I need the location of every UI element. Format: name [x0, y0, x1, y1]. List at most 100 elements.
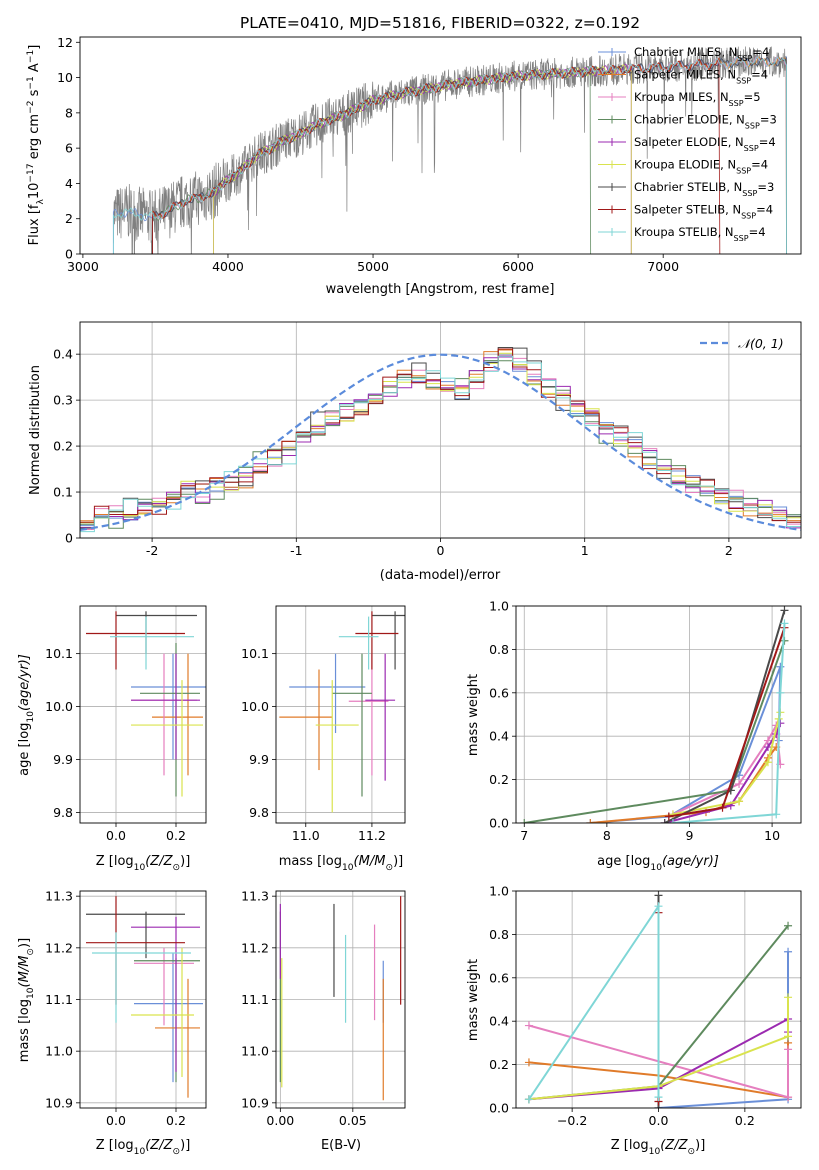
x-tick-label: 0.2: [166, 1113, 186, 1128]
weight-point-marker: [763, 743, 772, 752]
legend-entry-part: Salpeter STELIB, N: [634, 203, 741, 217]
plot-area: [86, 611, 206, 797]
plot-area: [112, 46, 787, 254]
x-axis-label-part: (Z/Z: [660, 1138, 688, 1153]
y-axis-label-part: −1: [26, 76, 36, 89]
weight-point-marker: [776, 662, 785, 671]
y-tick-label: 11.1: [45, 992, 73, 1007]
y-axis-label-part: 10: [27, 183, 42, 200]
x-axis-label: E(B-V): [321, 1138, 361, 1153]
weight-point-marker: [524, 1021, 533, 1030]
x-tick-label: 0.0: [106, 828, 126, 843]
legend-entry: Salpeter STELIB, NSSP=4: [634, 203, 773, 221]
legend-entry-part: SSP: [744, 144, 759, 153]
x-axis-label-part: ⊙: [688, 1147, 696, 1157]
legend-entry-part: SSP: [742, 189, 757, 198]
legend-entry-part: Chabrier ELODIE, N: [634, 113, 745, 127]
y-axis-label-part: s: [27, 89, 42, 100]
weight-series-line: [528, 997, 789, 1101]
x-tick-label: 0.00: [266, 1113, 294, 1128]
x-axis-label-part: ⊙: [173, 863, 181, 873]
weight-series-line: [590, 666, 782, 823]
y-tick-label: 0.4: [53, 347, 73, 362]
x-tick-label: 4000: [212, 259, 244, 274]
model-spectrum-line: [152, 56, 787, 254]
x-tick-label: 3000: [67, 259, 99, 274]
x-axis-label-part: (Z/Z: [145, 1138, 173, 1153]
y-tick-label: 10.0: [241, 699, 269, 714]
legend-entry-part: Chabrier MILES, N: [634, 45, 737, 59]
y-axis-label: mass [log10(M/M⊙)]: [17, 938, 36, 1062]
y-tick-label: 2: [65, 211, 73, 226]
x-tick-label: 11.2: [358, 828, 386, 843]
x-axis-label: age [log10(age/yr)]: [597, 854, 719, 873]
x-axis-label-part: )]: [393, 854, 403, 869]
y-axis-label: Flux [fλ10−17 erg cm−2 s−1 A−1]: [26, 45, 46, 246]
y-axis-label-part: −17: [26, 163, 36, 182]
y-axis-label-part: Flux [f: [27, 204, 42, 245]
legend-entry-part: =5: [744, 90, 761, 104]
y-tick-label: 9.9: [53, 752, 73, 767]
y-axis-label-part: )]: [17, 938, 32, 948]
x-tick-label: 0.05: [339, 1113, 367, 1128]
weight-point-marker: [784, 1093, 793, 1102]
weight-point-marker: [524, 1095, 533, 1104]
legend-entry-part: Salpeter ELODIE, N: [634, 135, 744, 149]
legend-entry-part: =4: [759, 135, 776, 149]
y-tick-label: 10.1: [45, 646, 73, 661]
axes-age_vs_Z: 0.0 0.2 9.8 9.9 10.0 10.1: [45, 605, 207, 843]
y-axis-label-part: λ: [36, 199, 46, 205]
x-axis-label-part: 10: [650, 863, 662, 873]
x-tick-label: 8: [603, 828, 611, 843]
y-axis-label-part: 10: [26, 987, 36, 999]
weight-point-marker: [654, 1093, 663, 1102]
y-tick-label: 11.1: [241, 992, 269, 1007]
y-tick-label: 11.3: [45, 889, 73, 904]
x-axis-label-part: Z [log: [96, 1138, 134, 1153]
legend-entry-part: =4: [751, 158, 768, 172]
x-axis-label-part: 10: [134, 863, 146, 873]
y-tick-label: 0.6: [489, 970, 509, 985]
legend-entry-part: Kroupa MILES, N: [634, 90, 729, 104]
legend-entry: Kroupa MILES, NSSP=5: [634, 90, 761, 108]
legend-entry-part: Chabrier STELIB, N: [634, 180, 742, 194]
y-axis-label-part: −1: [26, 50, 36, 63]
y-axis-label-part: ]: [27, 45, 42, 50]
x-axis-label-part: )]: [695, 1138, 705, 1153]
weight-point-marker: [660, 819, 669, 823]
y-axis-label-part: 10: [26, 711, 36, 723]
weight-point-marker: [784, 1045, 793, 1054]
x-axis-label-part: 10: [342, 863, 354, 873]
legend-entry-part: Salpeter MILES, N: [634, 68, 736, 82]
legend-entry: Chabrier ELODIE, NSSP=3: [634, 113, 777, 131]
x-tick-label: 0.0: [106, 1113, 126, 1128]
weight-point-marker: [735, 797, 744, 806]
legend-entry-part: SSP: [729, 99, 744, 108]
x-tick-label: 0: [437, 543, 445, 558]
y-axis-label-part: mass [log: [17, 999, 32, 1062]
legend-entry-part: SSP: [736, 76, 751, 85]
y-tick-label: 9.9: [249, 752, 269, 767]
y-axis-label-part: −2: [26, 101, 36, 114]
y-tick-label: 9.8: [249, 805, 269, 820]
x-axis-label-part: ⊙: [385, 863, 393, 873]
plot-area: [279, 611, 405, 813]
x-axis-label-part: Z [log: [611, 1138, 649, 1153]
x-tick-label: 0.0: [649, 1113, 669, 1128]
y-axis-label: mass weight: [466, 959, 481, 1041]
y-tick-label: 0.0: [489, 1101, 509, 1116]
y-tick-label: 10: [57, 70, 73, 85]
legend-entry-part: =4: [751, 68, 768, 82]
x-axis-label-part: (M/M: [354, 854, 386, 869]
y-tick-label: 11.3: [241, 889, 269, 904]
legend-entry-part: SSP: [736, 166, 751, 175]
legend-entry-part: SSP: [745, 121, 760, 130]
y-tick-label: 0: [65, 531, 73, 546]
x-axis-label: Z [log10(Z/Z⊙)]: [96, 1138, 191, 1157]
axes-spectrum: 3000 4000 5000 6000 7000 0 2 4 6 8 10 12: [57, 35, 802, 274]
y-axis-label-part: age [log: [17, 723, 32, 776]
y-tick-label: 11.2: [241, 940, 269, 955]
y-axis-label-part: ⊙: [26, 948, 36, 956]
y-axis-label-part: (M/M: [17, 956, 32, 988]
y-tick-label: 0.8: [489, 927, 509, 942]
